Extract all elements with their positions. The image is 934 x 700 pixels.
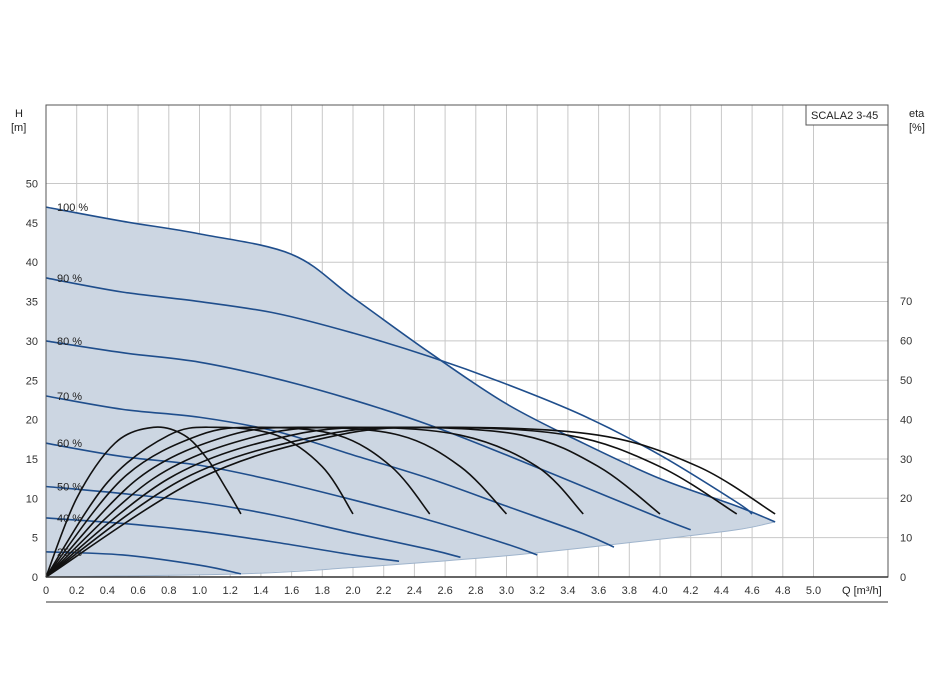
x-tick-label: 1.6 [284,585,299,597]
efficiency-curve [45,426,242,578]
speed-curve-label: 25 % [57,547,82,559]
curve-labels: 100 % 90 % 80 % 70 % 60 % 50 % 40 % 25 % [57,202,88,559]
x-tick-label: 3.6 [591,585,606,597]
y-right-label-line2: [%] [909,122,925,134]
x-tick-label: 3.2 [530,585,545,597]
y-left-tick-label: 5 [32,533,38,545]
y-left-label-line2: [m] [11,122,26,134]
y-right-tick-label: 10 [900,533,912,545]
speed-curve-label: 70 % [57,391,82,403]
speed-curve [45,206,776,523]
efficiency-curves [45,426,776,578]
model-title-box: SCALA2 3-45 [805,104,889,126]
speed-curve [45,277,753,515]
chart-title: SCALA2 3-45 [811,110,878,122]
speed-curve-label: 90 % [57,273,82,285]
x-tick-label: 4.0 [652,585,667,597]
y-left-tick-label: 40 [26,257,38,269]
x-tick-label: 3.8 [622,585,637,597]
x-tick-label: 1.4 [253,585,268,597]
efficiency-curve [45,426,508,578]
speed-curve [45,340,691,531]
x-tick-label: 4.6 [744,585,759,597]
speed-curve-label: 40 % [57,513,82,525]
y-right-tick-label: 40 [900,414,912,426]
y-right-tick-label: 0 [900,572,906,584]
y-left-tick-label: 20 [26,415,38,427]
efficiency-curve [45,426,776,578]
operating-area [46,207,776,578]
x-tick-label: 4.4 [714,585,729,597]
efficiency-curve [45,426,354,578]
efficiency-curve [45,426,431,578]
x-tick-label: 0.2 [69,585,84,597]
x-tick-label: 0.6 [130,585,145,597]
y-right-tick-label: 30 [900,454,912,466]
x-tick-label: 1.2 [223,585,238,597]
x-tick-label: 3.4 [560,585,575,597]
x-tick-label: 1.8 [315,585,330,597]
y-right-tick-label: 50 [900,375,912,387]
y-left-tick-label: 35 [26,297,38,309]
y-left-tick-label: 10 [26,493,38,505]
speed-curve [45,395,615,548]
efficiency-curve [45,426,584,578]
y-right-label-line1: eta [909,108,925,120]
y-right-tick-label: 70 [900,296,912,308]
x-tick-label: 2.4 [407,585,422,597]
speed-curve-label: 50 % [57,481,82,493]
x-tick-label: 3.0 [499,585,514,597]
x-tick-label: 2.8 [468,585,483,597]
speed-curve-label: 80 % [57,336,82,348]
x-tick-label: 4.8 [775,585,790,597]
x-tick-label: 2.0 [345,585,360,597]
x-tick-label: 5.0 [806,585,821,597]
speed-curve [45,485,461,559]
speed-curves [45,206,776,575]
y-left-tick-label: 15 [26,454,38,466]
speed-curve [45,442,538,556]
x-tick-label: 0.4 [100,585,115,597]
speed-curve-label: 100 % [57,202,88,214]
x-axis-label: Q [m³/h] [842,585,882,597]
tick-labels: 0 0.2 0.4 0.6 0.8 1.0 1.2 1.4 1.6 1.8 2.0 2.2 2.4 2.6… [26,179,913,598]
y-left-tick-label: 45 [26,218,38,230]
x-tick-label: 0 [43,585,49,597]
x-tick-label: 2.2 [376,585,391,597]
y-right-tick-label: 20 [900,493,912,505]
y-left-tick-label: 50 [26,179,38,191]
x-tick-label: 2.6 [437,585,452,597]
x-tick-label: 1.0 [192,585,207,597]
x-tick-label: 0.8 [161,585,176,597]
y-left-tick-label: 25 [26,375,38,387]
y-right-tick-label: 60 [900,336,912,348]
y-left-tick-label: 30 [26,336,38,348]
speed-curve-label: 60 % [57,438,82,450]
y-left-label-line1: H [15,108,23,120]
y-left-tick-label: 0 [32,572,38,584]
plot-frame [45,104,889,603]
speed-curve [45,517,400,563]
x-tick-label: 4.2 [683,585,698,597]
